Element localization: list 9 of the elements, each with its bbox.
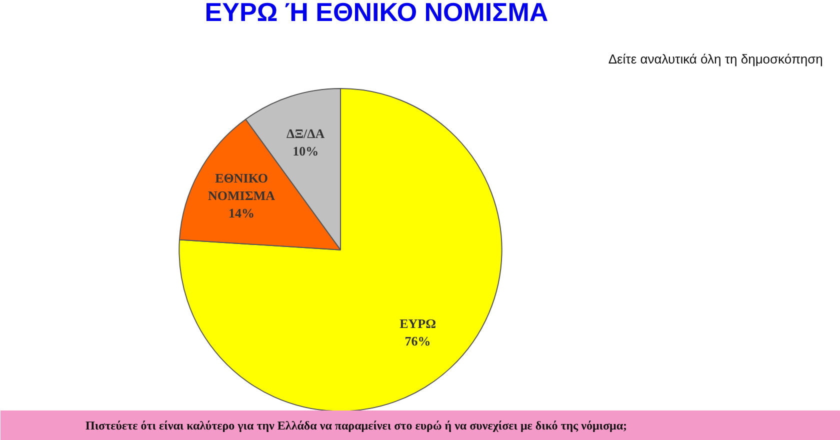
data-label: 14%: [228, 206, 255, 221]
slice-label: ΕΘΝΙΚΟ ΝΟΜΙΣΜΑ: [208, 170, 276, 203]
text: Πιστεύετε ότι είναι καλύτερο για την Ελλάδα να παραμείνει στο ευρώ ή να συνεχίσει με δικό της νόμισμα;: [86, 418, 628, 432]
chart-title: ΕΥΡΩ Ή ΕΘΝΙΚΟ ΝΟΜΙΣΜΑ: [204, 0, 548, 28]
data-label: 10%: [292, 144, 319, 159]
data-label: 76%: [404, 333, 431, 348]
slice-label: ΕΥΡΩ: [400, 316, 436, 331]
text: Δείτε αναλυτικά όλη τη δημοσκόπηση: [608, 52, 823, 67]
slice-label: ΔΞ/ΔΑ: [286, 126, 326, 142]
